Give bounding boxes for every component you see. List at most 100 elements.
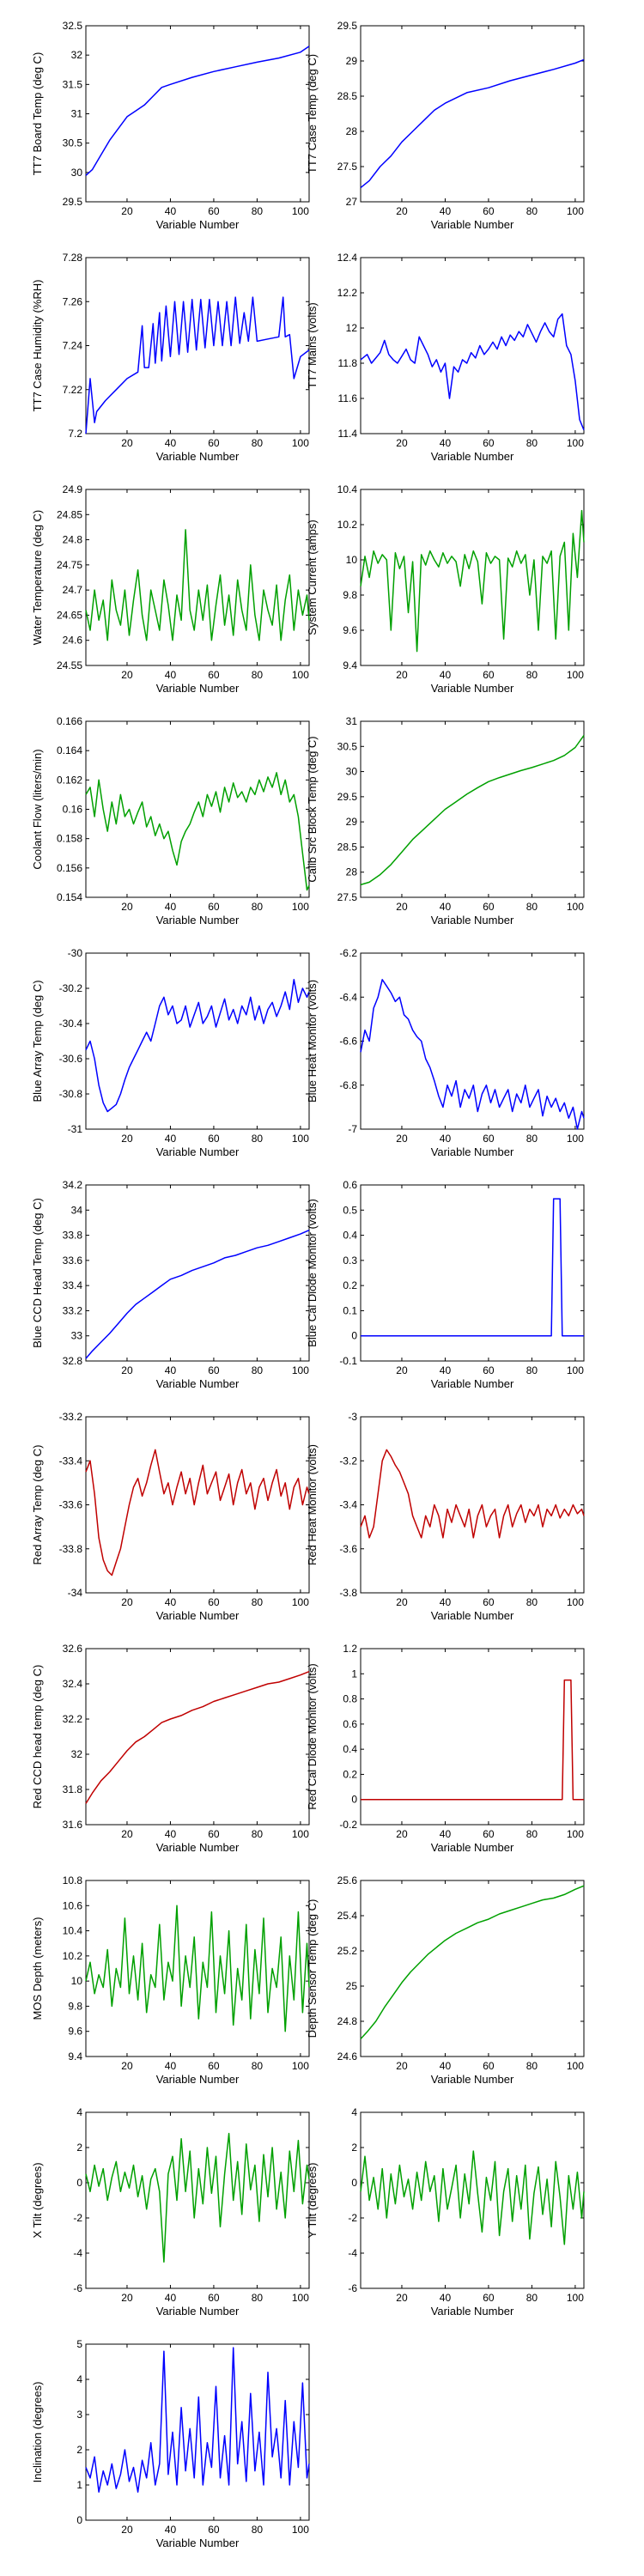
y-tick-label: 11.6 [338,392,358,404]
x-tick-label: 40 [440,1133,452,1145]
x-tick-label: 20 [121,2060,133,2072]
y-tick-label: 9.4 [343,659,357,671]
plot-frame [85,1184,310,1362]
plot-frame [360,25,585,203]
x-tick-label: 60 [208,901,220,913]
x-tick-label: 40 [440,1364,452,1376]
y-tick-label: 4 [76,2106,82,2118]
x-tick-label: 60 [483,1828,495,1840]
x-tick-label: 100 [292,1828,309,1840]
y-tick-label: -0.1 [339,1355,357,1367]
x-tick-label: 40 [165,901,177,913]
y-axis-label: Red Array Temp (deg C) [31,1445,44,1565]
x-tick-label: 100 [292,2292,309,2304]
y-tick-label: 32.6 [63,1643,83,1655]
chart-panel-12: 20 40 60 80 100 -0.1 0 0.1 0.2 0.3 0.4 0.5 0.6 Variab… [306,1179,585,1390]
x-tick-label: 100 [567,205,584,217]
y-tick-label: 10 [346,554,358,566]
x-axis-label: Variable Number [156,2305,240,2318]
x-tick-label: 20 [121,2292,133,2304]
y-axis-label: Blue Cal Diode Monitor (volts) [306,1199,319,1347]
y-tick-label: -6.2 [339,947,357,959]
y-tick-label: -3.6 [339,1543,357,1555]
x-tick-label: 40 [440,1828,452,1840]
x-axis-label: Variable Number [431,1841,514,1854]
y-tick-label: 24.8 [337,2015,358,2027]
y-tick-label: 33.6 [63,1255,83,1267]
x-axis-label: Variable Number [431,1377,514,1390]
y-tick-label: -7 [348,1123,357,1135]
y-tick-label: 7.24 [63,340,83,352]
chart-panel-5: 20 40 60 80 100 24.55 24.6 24.65 24.7 24.75 24.8 24… [31,483,310,695]
y-tick-label: 3 [76,2409,82,2421]
x-tick-label: 40 [165,1133,177,1145]
chart-panel-9: 20 40 60 80 100 -31 -30.8 -30.6 -30.4 -30.2 -30 Var… [31,947,310,1158]
y-tick-label: 12 [346,322,358,334]
x-tick-label: 40 [440,205,452,217]
x-tick-label: 100 [567,669,584,681]
y-tick-label: -2 [348,2212,357,2224]
y-tick-label: 9.4 [68,2050,82,2063]
x-tick-label: 80 [252,1133,264,1145]
x-tick-label: 60 [483,901,495,913]
y-tick-label: 9.6 [343,624,357,636]
x-tick-label: 40 [165,669,177,681]
y-tick-label: -3.4 [339,1499,357,1511]
chart-panel-21: 20 40 60 80 100 0 1 2 3 4 5 Variable Number Inclinat… [31,2338,310,2549]
x-tick-label: 80 [526,669,538,681]
plot-frame [360,720,585,898]
y-tick-label: -30.6 [59,1053,83,1065]
y-axis-label: Red Cal Diode Monitor (volts) [306,1663,319,1810]
y-axis-label: Red CCD head temp (deg C) [31,1665,44,1809]
y-tick-label: 0.164 [57,744,82,756]
y-tick-label: -6 [348,2282,357,2294]
x-tick-label: 80 [526,1596,538,1608]
y-tick-label: 0.6 [343,1179,357,1191]
x-tick-label: 80 [526,1364,538,1376]
y-tick-label: -3.8 [339,1587,357,1599]
y-tick-label: 32 [71,1748,83,1760]
x-tick-label: 40 [440,669,452,681]
chart-panel-18: 20 40 60 80 100 24.6 24.8 25 25.2 25.4 25.6 Variabl… [306,1874,585,2086]
y-tick-label: 34.2 [63,1179,83,1191]
x-tick-label: 80 [526,205,538,217]
y-axis-label: Coolant Flow (liters/min) [31,749,44,869]
series-line [85,529,310,641]
y-tick-label: 24.85 [57,508,82,520]
y-tick-label: -6.6 [339,1036,357,1048]
x-tick-label: 60 [483,437,495,449]
y-axis-label: Y Tilt (degrees) [306,2163,319,2239]
x-tick-label: 40 [440,1596,452,1608]
x-tick-label: 80 [252,2524,264,2536]
y-tick-label: -30.8 [59,1088,83,1100]
series-line [360,1449,585,1539]
x-tick-label: 40 [165,1828,177,1840]
chart-panel-20: 20 40 60 80 100 -6 -4 -2 0 2 4 Variable Number Y Til… [306,2106,585,2318]
y-tick-label: 32.2 [63,1713,83,1725]
x-tick-label: 20 [396,2292,408,2304]
y-tick-label: 1 [351,1668,357,1680]
y-axis-label: Water Temperature (deg C) [31,510,44,646]
y-axis-label: Red Heat Monitor (volts) [306,1444,319,1565]
chart-panel-2: 20 40 60 80 100 27 27.5 28 28.5 29 29.5 Variable Nu… [306,20,585,231]
x-axis-label: Variable Number [156,450,240,463]
y-tick-label: 0.2 [343,1279,357,1291]
y-tick-label: 10.2 [63,1950,83,1962]
y-tick-label: 31 [346,715,358,727]
chart-panel-8: 20 40 60 80 100 27.5 28 28.5 29 29.5 30 30.5 31 Varia… [306,715,585,927]
y-tick-label: -3 [348,1411,357,1423]
x-tick-label: 20 [396,901,408,913]
y-tick-label: 24.65 [57,609,82,621]
x-axis-label: Variable Number [156,2537,240,2549]
x-tick-label: 60 [208,1133,220,1145]
x-tick-label: 40 [440,901,452,913]
chart-panel-11: 20 40 60 80 100 32.8 33 33.2 33.4 33.6 33.8 34 34.2 V… [31,1179,310,1390]
plot-frame [85,1416,310,1594]
x-tick-label: 60 [483,1364,495,1376]
x-tick-label: 80 [526,437,538,449]
chart-panel-4: 20 40 60 80 100 11.4 11.6 11.8 12 12.2 12.4 Variabl… [306,252,585,463]
y-tick-label: 0 [76,2514,82,2526]
y-tick-label: 7.22 [63,384,83,396]
y-tick-label: 29.5 [337,20,358,32]
y-tick-label: 10.8 [63,1874,83,1886]
